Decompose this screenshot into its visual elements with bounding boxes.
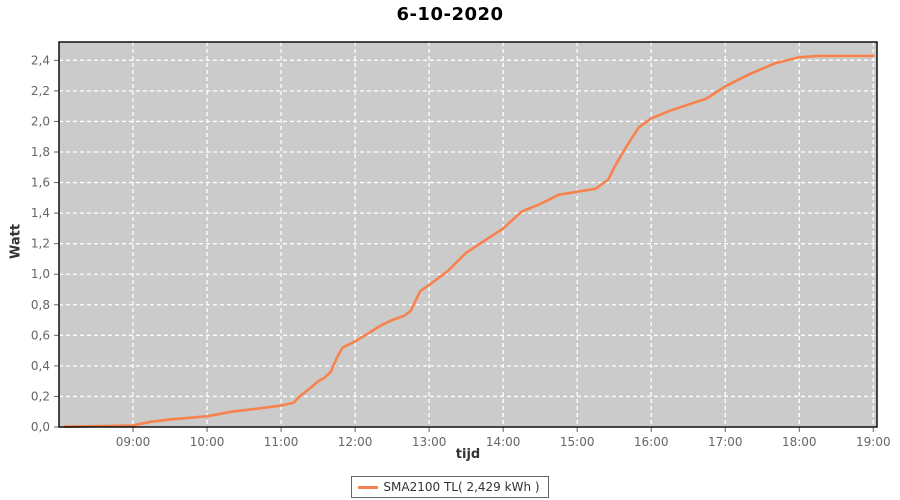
- x-tick-label: 12:00: [338, 435, 373, 449]
- plot-background: [59, 42, 877, 427]
- y-tick-label: 1,4: [31, 206, 50, 220]
- x-tick-label: 11:00: [264, 435, 299, 449]
- x-tick-label: 18:00: [782, 435, 817, 449]
- legend: SMA2100 TL( 2,429 kWh ): [351, 476, 549, 498]
- x-tick-label: 13:00: [412, 435, 447, 449]
- x-axis-label: tijd: [455, 447, 481, 462]
- chart-title: 6-10-2020: [396, 4, 504, 25]
- x-tick-label: 16:00: [634, 435, 669, 449]
- y-tick-label: 0,6: [31, 328, 50, 342]
- y-tick-label: 2,2: [31, 84, 50, 98]
- x-tick-label: 14:00: [486, 435, 521, 449]
- y-tick-label: 0,0: [31, 420, 50, 434]
- series-line: [63, 54, 875, 429]
- y-axis-label: Watt: [8, 223, 24, 260]
- y-tick-label: 0,2: [31, 389, 50, 403]
- y-tick-label: 1,2: [31, 237, 50, 251]
- y-tick-label: 1,8: [31, 145, 50, 159]
- x-tick-label: 09:00: [116, 435, 151, 449]
- y-tick-label: 0,4: [31, 359, 50, 373]
- legend-line-swatch: [358, 485, 379, 489]
- x-tick-label: 10:00: [190, 435, 225, 449]
- x-tick-label: 19:00: [856, 435, 891, 449]
- x-tick-label: 17:00: [708, 435, 743, 449]
- y-tick-label: 1,0: [31, 267, 50, 281]
- y-tick-label: 0,8: [31, 298, 50, 312]
- plot-border: [58, 41, 878, 428]
- x-tick-label: 15:00: [560, 435, 595, 449]
- y-tick-label: 2,0: [31, 114, 50, 128]
- y-tick-label: 1,6: [31, 176, 50, 190]
- y-tick-label: 2,4: [31, 53, 50, 67]
- legend-series-label: SMA2100 TL( 2,429 kWh ): [383, 480, 540, 494]
